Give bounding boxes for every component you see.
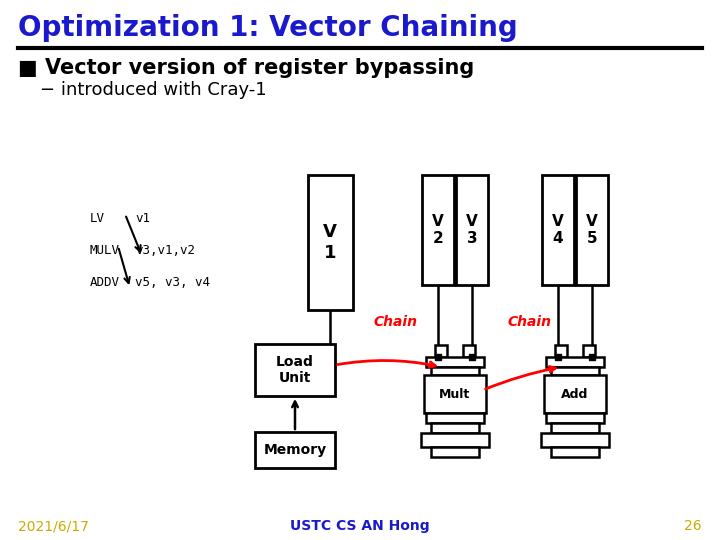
Bar	[546, 413, 604, 423]
Bar	[426, 413, 484, 423]
Text: − introduced with Cray-1: − introduced with Cray-1	[40, 81, 266, 99]
Bar	[431, 367, 479, 375]
Bar	[542, 175, 574, 285]
Text: V
2: V 2	[432, 214, 444, 246]
Bar	[463, 345, 475, 357]
Bar	[431, 447, 479, 457]
Text: v1: v1	[135, 212, 150, 225]
Bar	[424, 375, 486, 413]
Bar	[551, 423, 599, 433]
Text: v5, v3, v4: v5, v3, v4	[135, 275, 210, 288]
Text: Mult: Mult	[439, 388, 471, 401]
Text: 2021/6/17: 2021/6/17	[18, 519, 89, 533]
Bar	[421, 433, 489, 447]
Text: MULV: MULV	[90, 244, 120, 256]
Text: Load
Unit: Load Unit	[276, 355, 314, 385]
Bar	[551, 447, 599, 457]
Bar	[456, 175, 488, 285]
Text: v3,v1,v2: v3,v1,v2	[135, 244, 195, 256]
Bar	[544, 375, 606, 413]
Bar	[255, 432, 335, 468]
Text: USTC CS AN Hong: USTC CS AN Hong	[290, 519, 430, 533]
Bar	[422, 175, 454, 285]
Text: Chain: Chain	[373, 315, 417, 329]
Bar	[551, 367, 599, 375]
Bar	[431, 423, 479, 433]
Bar	[426, 357, 484, 367]
Text: Memory: Memory	[264, 443, 327, 457]
Text: V
3: V 3	[466, 214, 478, 246]
Text: V
4: V 4	[552, 214, 564, 246]
Text: Chain: Chain	[508, 315, 552, 329]
Bar	[555, 345, 567, 357]
Text: LV: LV	[90, 212, 105, 225]
Text: V
1: V 1	[323, 223, 337, 262]
Text: ADDV: ADDV	[90, 275, 120, 288]
Bar	[541, 433, 609, 447]
Text: Optimization 1: Vector Chaining: Optimization 1: Vector Chaining	[18, 14, 518, 42]
Text: ■ Vector version of register bypassing: ■ Vector version of register bypassing	[18, 58, 474, 78]
Text: V
5: V 5	[586, 214, 598, 246]
Bar	[435, 345, 447, 357]
Bar	[307, 175, 353, 310]
Text: 26: 26	[685, 519, 702, 533]
Bar	[583, 345, 595, 357]
Text: Add: Add	[562, 388, 589, 401]
Bar	[255, 344, 335, 396]
Bar	[576, 175, 608, 285]
Bar	[546, 357, 604, 367]
